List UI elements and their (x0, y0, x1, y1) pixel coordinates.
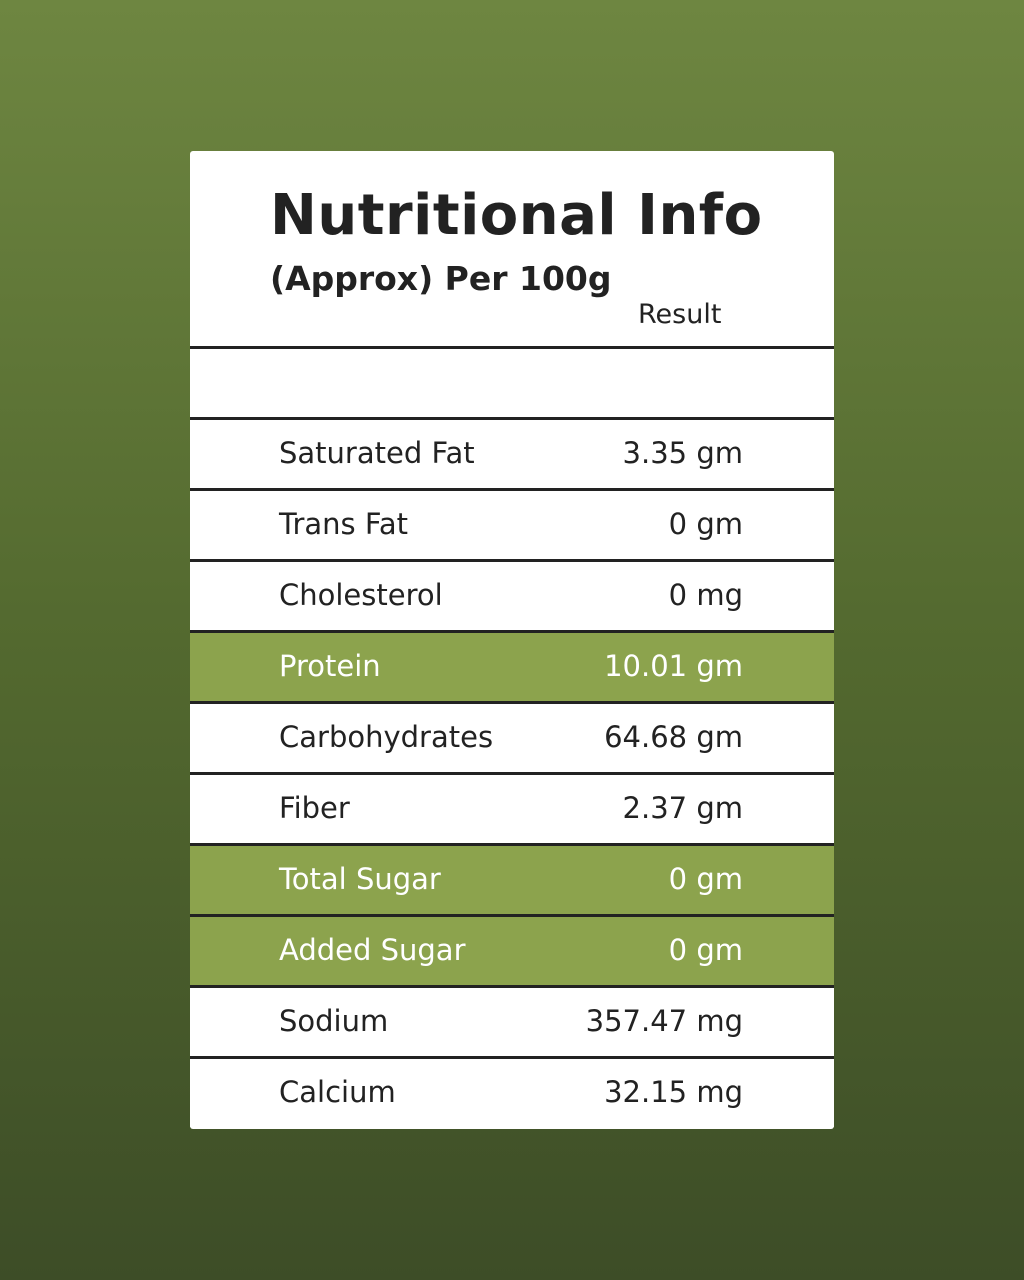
title: Nutritional Info (270, 183, 763, 248)
nutrient-value: 0 gm (668, 933, 743, 967)
nutrient-value: 10.01 gm (604, 649, 743, 683)
table-row: Calcium 32.15 mg (190, 1056, 834, 1127)
nutrient-value: 0 gm (668, 862, 743, 896)
nutrient-name: Sodium (279, 1004, 389, 1038)
table-row: Saturated Fat 3.35 gm (190, 417, 834, 488)
nutrient-name: Saturated Fat (279, 436, 475, 470)
column-header: Result (638, 299, 722, 330)
nutrient-value: 0 mg (668, 578, 743, 612)
nutrient-name: Total Sugar (279, 862, 441, 896)
subtitle: (Approx) Per 100g (270, 259, 612, 298)
nutrient-name: Cholesterol (279, 578, 443, 612)
table-row: Fiber 2.37 gm (190, 772, 834, 843)
table-row: Added Sugar 0 gm (190, 914, 834, 985)
nutrient-value: 357.47 mg (585, 1004, 743, 1038)
empty-row (190, 346, 834, 417)
nutrition-card: Nutritional Info (Approx) Per 100g Resul… (190, 151, 834, 1129)
nutrient-name: Added Sugar (279, 933, 466, 967)
table-row: Carbohydrates 64.68 gm (190, 701, 834, 772)
nutrient-name: Carbohydrates (279, 720, 494, 754)
nutrient-name: Trans Fat (279, 507, 409, 541)
table-row: Protein 10.01 gm (190, 630, 834, 701)
table-row: Cholesterol 0 mg (190, 559, 834, 630)
nutrient-value: 32.15 mg (604, 1075, 743, 1109)
nutrient-value: 3.35 gm (622, 436, 743, 470)
nutrient-value: 64.68 gm (604, 720, 743, 754)
nutrient-name: Protein (279, 649, 381, 683)
table-row: Sodium 357.47 mg (190, 985, 834, 1056)
table-row: Total Sugar 0 gm (190, 843, 834, 914)
nutrient-name: Calcium (279, 1075, 396, 1109)
nutrient-value: 2.37 gm (622, 791, 743, 825)
nutrient-value: 0 gm (668, 507, 743, 541)
table-row: Trans Fat 0 gm (190, 488, 834, 559)
nutrient-name: Fiber (279, 791, 350, 825)
